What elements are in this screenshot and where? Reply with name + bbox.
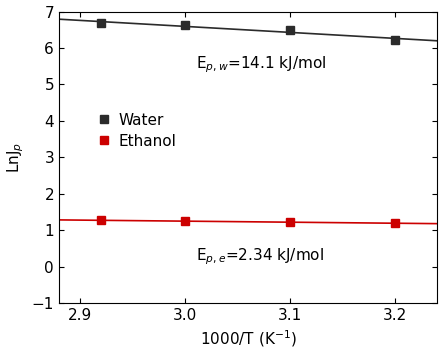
Ethanol	[288, 220, 293, 224]
Water	[288, 28, 293, 32]
X-axis label: 1000/T (K$^{-1}$): 1000/T (K$^{-1}$)	[200, 329, 297, 349]
Water	[183, 23, 188, 28]
Y-axis label: LnJ$_p$: LnJ$_p$	[6, 142, 26, 173]
Ethanol	[393, 221, 398, 225]
Legend: Water, Ethanol: Water, Ethanol	[97, 113, 176, 149]
Text: E$_{p,e}$=2.34 kJ/mol: E$_{p,e}$=2.34 kJ/mol	[196, 246, 324, 267]
Ethanol	[183, 219, 188, 223]
Line: Water: Water	[97, 19, 400, 44]
Water	[393, 38, 398, 43]
Text: E$_{p,w}$=14.1 kJ/mol: E$_{p,w}$=14.1 kJ/mol	[196, 54, 326, 75]
Ethanol	[98, 218, 104, 222]
Water	[98, 21, 104, 25]
Line: Ethanol: Ethanol	[97, 216, 400, 227]
